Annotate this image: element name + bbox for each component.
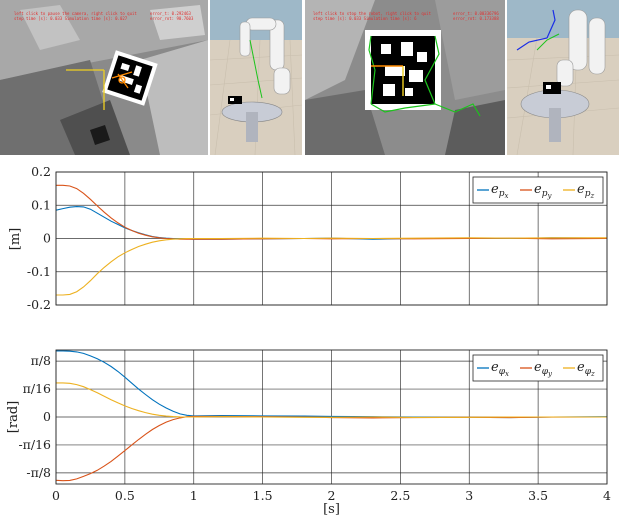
chart2-y-label: [rad] [6,401,21,433]
c2-ytick-label-2: 0 [43,409,51,424]
table-right [520,82,590,142]
c2-ytick-label-1: π/16 [23,381,51,396]
error-translation-b: error_t: 0.00336796 [453,11,499,16]
error-rotation-b: error_rot: 0.173388 [453,16,499,21]
chart2-axes-box [55,349,608,485]
overlay-line-1: left click to pause the camera, right cl… [14,11,137,16]
robot-scene-left [210,0,302,155]
c1-legend-box [472,176,604,204]
overlay-line-2b: step time [s]: 0.033 Simulation time [s]… [313,16,417,21]
c2-legend-label-z: eφz [577,360,595,378]
orientation-error-chart: π/8 π/16 0 -π/16 -π/8 0 0.5 1 1.5 2 2.5 3 3.5 4 [rad… [6,349,611,517]
robot-arm-right [556,9,606,87]
c1-ytick-label-1: 0.1 [31,197,51,212]
c1-legend-label-z: epz [577,182,594,200]
c2-xtick-label-2: 1 [190,488,198,503]
camera-view-left: left click to pause the camera, right cl… [0,0,208,155]
overlay-line-1b: left click to stop the robot, right clic… [313,11,432,16]
robot-arm [239,17,291,95]
c2-xtick-label-6: 3 [465,488,473,503]
c2-ytick-label-4: -π/8 [26,465,51,480]
overlay-line-2: step time [s]: 0.033 Simulation time [s]… [14,16,128,21]
chart2-series [55,350,608,482]
c2-legend-label-y: eφy [534,360,553,378]
c1-series-z [56,237,607,296]
c1-ytick-label-4: -0.2 [27,297,51,312]
c2-ytick-label-3: -π/16 [18,437,51,452]
chart2-x-ticks: 0 0.5 1 1.5 2 2.5 3 3.5 4 [52,488,611,503]
error-rotation: error_rot: 90.7603 [150,16,194,21]
chart1-y-ticks: 0.2 0.1 0 -0.1 -0.2 [27,164,51,312]
c2-series-z [56,382,607,418]
c2-xtick-label-0: 0 [52,488,60,503]
c1-ytick-label-3: -0.1 [27,264,51,279]
table [221,96,283,142]
c2-legend-label-x: eφx [491,360,509,378]
error-translation: error_t: 0.292463 [150,11,191,16]
chart2-y-ticks: π/8 π/16 0 -π/16 -π/8 [18,353,51,480]
servo-overlay [66,69,133,110]
aruco-marker [102,50,158,106]
feature-trajectories [368,35,481,117]
c2-xtick-label-3: 1.5 [253,488,273,503]
c2-series-y [55,415,608,482]
chart1-y-label: [m] [8,228,23,250]
camera-scene-right [305,0,505,155]
c1-legend-label-x: epx [491,182,508,200]
servo-overlay-right [371,65,404,96]
sim-view-right [507,0,619,155]
sim-view-left [210,0,302,155]
chart1-axes-box [55,171,608,306]
c2-xtick-label-1: 0.5 [115,488,135,503]
robot-scene-right [507,0,619,155]
chart2-legend: eφx eφy eφz [472,354,604,382]
c2-legend-box [472,354,604,382]
camera-view-right: left click to stop the robot, right clic… [305,0,505,155]
c2-xtick-label-7: 3.5 [528,488,548,503]
c2-ytick-label-0: π/8 [31,353,51,368]
chart2-x-label: [s] [323,502,340,517]
c1-ytick-label-2: 0 [43,231,51,246]
c1-legend-label-y: epy [534,182,552,200]
chart1-series [55,184,608,296]
c2-xtick-label-8: 4 [603,488,611,503]
chart1-legend: epx epy epz [472,176,604,204]
c2-xtick-label-5: 2.5 [390,488,410,503]
camera-scene-left [0,0,208,155]
position-error-chart: 0.2 0.1 0 -0.1 -0.2 [m] epx epy epz [8,164,608,312]
c2-xtick-label-4: 2 [328,488,336,503]
c1-ytick-label-0: 0.2 [31,164,51,179]
